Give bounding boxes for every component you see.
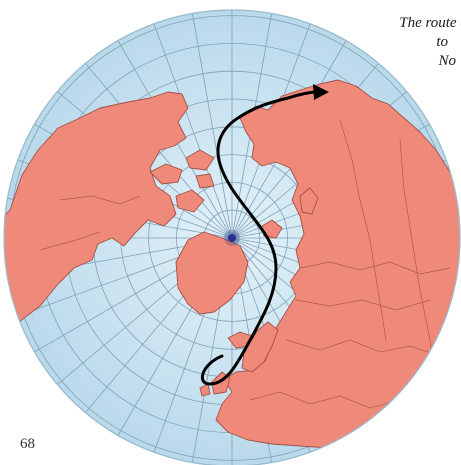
map-caption: The route c to No bbox=[267, 14, 461, 71]
meridian-line bbox=[153, 23, 233, 239]
caption-line-3: No bbox=[438, 53, 456, 69]
caption-line-1: The route c bbox=[399, 15, 461, 31]
route-path bbox=[200, 90, 318, 386]
route-arrow-head bbox=[313, 84, 329, 100]
north-america bbox=[4, 91, 189, 337]
caption-line-2: to bbox=[436, 34, 448, 50]
novaya-zemlya bbox=[299, 187, 319, 215]
page-number: 68 bbox=[20, 436, 35, 452]
greenland bbox=[175, 231, 249, 315]
north-pole-marker bbox=[224, 230, 240, 246]
scandinavia bbox=[241, 321, 279, 373]
eurasia bbox=[215, 79, 460, 453]
land-masses bbox=[4, 79, 460, 453]
meridian-line bbox=[192, 13, 233, 239]
globe-outline bbox=[3, 9, 461, 465]
arctic-islands bbox=[149, 149, 215, 213]
